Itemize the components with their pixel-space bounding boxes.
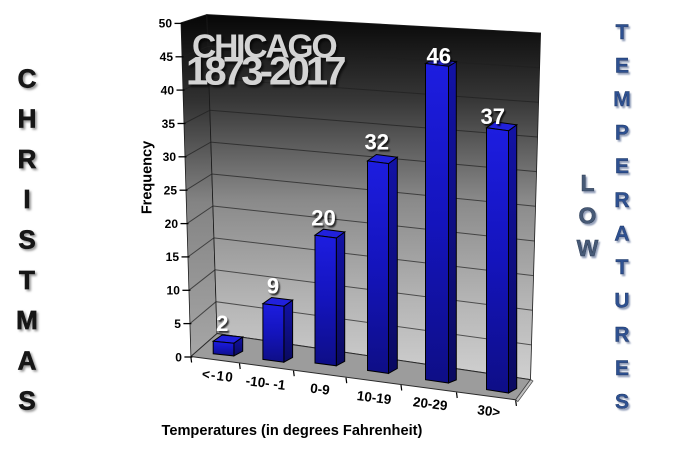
svg-text:1873-2017: 1873-2017: [186, 50, 347, 94]
svg-text:T: T: [19, 265, 35, 295]
svg-text:C: C: [18, 63, 37, 93]
svg-text:37: 37: [481, 104, 505, 129]
svg-text:H: H: [18, 104, 37, 134]
svg-text:I: I: [23, 184, 30, 214]
svg-text:0-9: 0-9: [309, 381, 330, 398]
svg-text:20-29: 20-29: [412, 394, 448, 413]
svg-text:20: 20: [165, 217, 179, 231]
svg-text:30: 30: [163, 150, 177, 164]
svg-text:R: R: [614, 323, 629, 346]
svg-text:<-10: <-10: [201, 366, 235, 385]
svg-text:E: E: [615, 155, 629, 178]
svg-text:0: 0: [175, 350, 182, 364]
svg-text:S: S: [18, 386, 35, 416]
svg-text:W: W: [577, 235, 599, 261]
svg-text:Frequency: Frequency: [139, 141, 155, 214]
svg-text:T: T: [616, 21, 629, 44]
svg-text:Temperatures (in degrees Fahre: Temperatures (in degrees Fahrenheit): [162, 423, 423, 439]
svg-text:T: T: [616, 256, 629, 279]
svg-text:L: L: [580, 170, 594, 196]
svg-text:U: U: [614, 290, 629, 313]
svg-text:15: 15: [166, 250, 180, 264]
svg-text:S: S: [18, 225, 35, 255]
svg-text:A: A: [614, 223, 629, 246]
svg-text:P: P: [615, 122, 629, 145]
svg-text:50: 50: [159, 17, 173, 31]
svg-text:CHICAGO: CHICAGO: [192, 28, 338, 65]
svg-text:30>: 30>: [477, 402, 502, 420]
svg-text:M: M: [613, 88, 631, 111]
svg-text:46: 46: [426, 44, 450, 69]
svg-text:R: R: [18, 144, 37, 174]
svg-text:5: 5: [174, 317, 181, 331]
svg-text:A: A: [18, 345, 37, 375]
svg-text:2: 2: [216, 311, 228, 336]
svg-text:S: S: [615, 391, 629, 414]
svg-text:20: 20: [311, 206, 335, 231]
svg-text:M: M: [16, 305, 38, 335]
svg-text:R: R: [614, 189, 629, 212]
svg-text:-10- -1: -10- -1: [245, 373, 287, 393]
svg-text:9: 9: [267, 274, 279, 299]
svg-text:10-19: 10-19: [356, 388, 392, 407]
svg-text:40: 40: [161, 83, 175, 97]
svg-text:35: 35: [162, 117, 176, 131]
svg-text:O: O: [579, 203, 597, 229]
svg-text:45: 45: [160, 50, 174, 64]
svg-text:32: 32: [364, 130, 388, 155]
svg-text:10: 10: [167, 284, 181, 298]
svg-text:25: 25: [164, 184, 178, 198]
svg-text:E: E: [615, 54, 629, 77]
svg-text:E: E: [615, 357, 629, 380]
